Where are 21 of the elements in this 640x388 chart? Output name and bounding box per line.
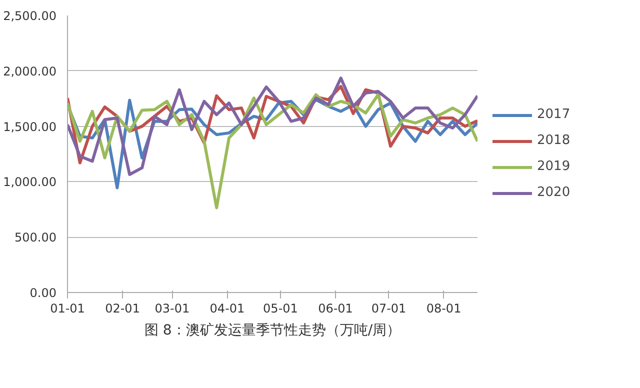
legend-label: 2020 — [537, 185, 570, 200]
x-tick-label: 01-01 — [50, 302, 85, 316]
x-tick-label: 02-01 — [105, 302, 140, 316]
x-tick-label: 08-01 — [426, 302, 462, 316]
y-tick-label: 0.00 — [30, 286, 56, 300]
caption: 图 8：澳矿发运量季节性走势（万吨/周） — [144, 322, 401, 338]
y-tick-label: 2,000.00 — [3, 64, 56, 78]
y-tick-label: 2,500.00 — [3, 9, 56, 23]
y-tick-label: 1,000.00 — [3, 175, 56, 190]
legend-label: 2018 — [537, 133, 570, 148]
legend-label: 2017 — [537, 107, 570, 122]
y-tick-label: 500.00 — [14, 230, 57, 245]
x-tick-label: 05-01 — [263, 302, 298, 316]
x-tick-label: 06-01 — [318, 302, 353, 316]
line-series — [68, 93, 478, 210]
x-tick-label: 07-01 — [371, 302, 406, 316]
x-tick-label: 04-01 — [210, 302, 245, 316]
y-tick-label: 1,500.00 — [3, 120, 56, 134]
x-tick-label: 03-01 — [154, 302, 190, 316]
legend-label: 2019 — [537, 159, 570, 174]
line-series — [68, 76, 478, 176]
